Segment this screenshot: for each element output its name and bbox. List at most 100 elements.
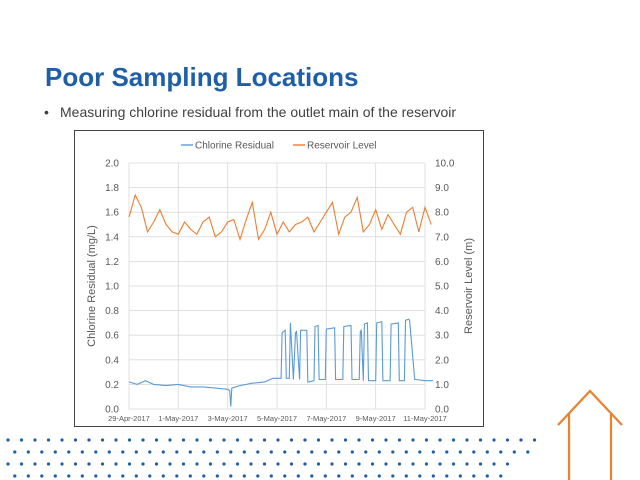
y2-tick-label: 7.0 (435, 232, 449, 243)
pattern-dot (6, 462, 10, 466)
pattern-dot (80, 474, 84, 478)
pattern-dot (364, 474, 368, 478)
pattern-dot (424, 462, 429, 466)
pattern-dot (303, 438, 307, 442)
pattern-dot (283, 474, 287, 478)
pattern-dot (526, 450, 530, 454)
pattern-dot (350, 474, 354, 478)
pattern-dot (384, 462, 388, 466)
pattern-dot (343, 438, 348, 442)
y-tick-label: 0.8 (105, 306, 119, 317)
pattern-dot (505, 438, 510, 442)
pattern-dot (505, 462, 510, 466)
pattern-dot (46, 438, 51, 442)
dot-pattern (6, 438, 537, 478)
pattern-dot (330, 462, 334, 466)
pattern-dot (411, 462, 415, 466)
pattern-dot (350, 450, 354, 454)
pattern-dot (127, 462, 132, 466)
pattern-dot (148, 450, 152, 454)
pattern-dot (67, 450, 71, 454)
pattern-dot (364, 450, 368, 454)
pattern-dot (195, 462, 199, 466)
pattern-dot (161, 450, 165, 454)
pattern-dot (134, 450, 138, 454)
pattern-dot (215, 474, 219, 478)
pattern-dot (94, 450, 98, 454)
pattern-dot (337, 450, 341, 454)
pattern-dot (445, 450, 449, 454)
pattern-dot (499, 450, 503, 454)
pattern-dot (431, 474, 435, 478)
pattern-dot (438, 438, 442, 442)
pattern-dot (485, 474, 489, 478)
pattern-dot (53, 450, 57, 454)
pattern-dot (181, 462, 186, 466)
y2-tick-label: 0.0 (435, 405, 449, 416)
y-tick-label: 0.0 (105, 405, 119, 416)
pattern-dot (154, 462, 159, 466)
y2-tick-label: 2.0 (435, 355, 449, 366)
slide-title: Poor Sampling Locations (45, 62, 359, 92)
pattern-dot (276, 462, 280, 466)
pattern-dot (161, 474, 165, 478)
pattern-dot (289, 462, 294, 466)
pattern-dot (208, 462, 213, 466)
pattern-dot (512, 450, 516, 454)
pattern-dot (532, 438, 537, 442)
pattern-dot (208, 438, 213, 442)
chart-frame: 0.0 0.2 0.4 0.6 0.8 1.0 1.2 1.4 1.6 1.8 2.0 0.0 1.0 2… (74, 130, 484, 427)
pattern-dot (202, 450, 206, 454)
y2-tick-label: 9.0 (435, 183, 449, 194)
y-tick-label: 1.6 (105, 208, 119, 219)
pattern-dot (168, 438, 172, 442)
x-tick-label: 9-May-2017 (356, 414, 396, 423)
pattern-dot (357, 438, 361, 442)
pattern-dot (175, 450, 179, 454)
y2-tick-label: 6.0 (435, 257, 449, 268)
pattern-dot (249, 438, 253, 442)
pattern-dot (168, 462, 172, 466)
pattern-dot (67, 474, 71, 478)
pattern-dot (404, 450, 408, 454)
y2-tick-label: 4.0 (435, 306, 449, 317)
y-tick-label: 1.0 (105, 282, 119, 293)
pattern-dot (337, 474, 341, 478)
pattern-dot (370, 462, 375, 466)
pattern-dot (222, 462, 226, 466)
pattern-dot (519, 438, 523, 442)
line-chart: 0.0 0.2 0.4 0.6 0.8 1.0 1.2 1.4 1.6 1.8 2.0 0.0 1.0 2… (86, 141, 475, 424)
pattern-dot (262, 462, 267, 466)
pattern-dot (296, 474, 300, 478)
pattern-dot (87, 462, 91, 466)
pattern-dot (323, 450, 327, 454)
pattern-dot (485, 450, 489, 454)
pattern-dot (13, 474, 17, 478)
pattern-dot (19, 462, 24, 466)
pattern-dot (451, 438, 456, 442)
pattern-dot (114, 462, 118, 466)
pattern-dot (242, 474, 246, 478)
y-tick-label: 1.4 (105, 232, 119, 243)
pattern-dot (404, 474, 408, 478)
pattern-dot (141, 438, 145, 442)
pattern-dot (202, 474, 206, 478)
legend-label: Reservoir Level (307, 141, 376, 152)
pattern-dot (499, 474, 503, 478)
pattern-dot (370, 438, 375, 442)
pattern-dot (397, 438, 402, 442)
y-tick-label: 1.8 (105, 183, 119, 194)
y-tick-label: 0.2 (105, 380, 119, 391)
pattern-dot (33, 462, 37, 466)
pattern-dot (316, 462, 321, 466)
pattern-dot (215, 450, 219, 454)
pattern-dot (310, 450, 314, 454)
pattern-dot (235, 438, 240, 442)
pattern-dot (269, 474, 273, 478)
pattern-dot (411, 438, 415, 442)
pattern-dot (87, 438, 91, 442)
pattern-dot (154, 438, 159, 442)
pattern-dot (492, 462, 496, 466)
pattern-dot (465, 438, 469, 442)
